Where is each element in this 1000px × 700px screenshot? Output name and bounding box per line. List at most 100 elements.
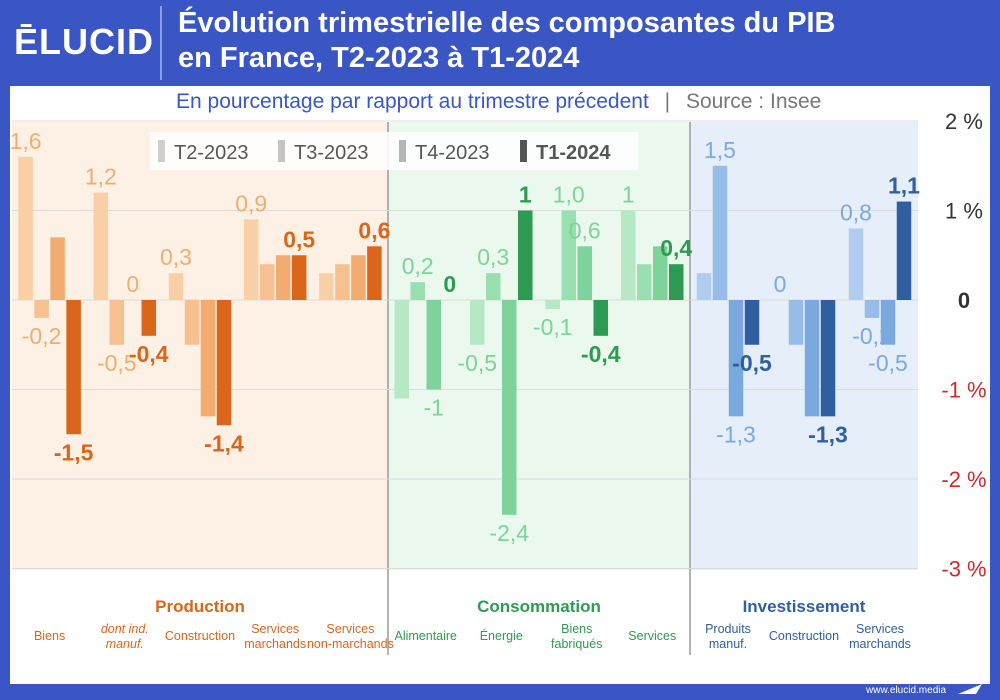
bar xyxy=(351,255,366,300)
data-label: -0,5 xyxy=(868,350,908,376)
data-label: 0,2 xyxy=(402,253,434,279)
data-label: -2,4 xyxy=(489,520,529,546)
elucid-mark-icon xyxy=(958,684,982,694)
bar xyxy=(593,300,608,336)
data-label: 0,3 xyxy=(160,244,192,270)
bar xyxy=(744,300,760,345)
category-label: Services xyxy=(628,629,676,643)
data-label: 1,5 xyxy=(704,137,736,163)
y-tick-label: -1 % xyxy=(941,378,986,403)
bar xyxy=(637,264,652,300)
header-divider xyxy=(160,6,162,80)
section-background-investissement xyxy=(690,122,918,570)
bar xyxy=(486,273,501,300)
data-label: -1,3 xyxy=(808,421,848,447)
category-label: Construction xyxy=(769,629,839,643)
bar xyxy=(621,210,636,300)
data-label: -0,5 xyxy=(457,350,497,376)
bar xyxy=(319,273,334,300)
bar xyxy=(545,300,560,309)
legend-label: T3-2023 xyxy=(294,142,369,164)
bar xyxy=(577,246,592,300)
data-label: 1 xyxy=(519,182,532,208)
bar xyxy=(243,219,259,300)
bar xyxy=(66,300,81,435)
bar xyxy=(367,246,382,300)
footer-url: www.elucid.media xyxy=(866,685,947,696)
bar xyxy=(184,300,200,345)
category-label: Énergie xyxy=(480,628,523,643)
data-label: 0,8 xyxy=(840,199,872,225)
bar xyxy=(50,237,65,300)
bar xyxy=(502,300,517,515)
bar xyxy=(880,300,896,345)
chart-title: Évolution trimestrielle des composantes … xyxy=(178,6,978,76)
bar xyxy=(216,300,232,426)
data-label: 0 xyxy=(443,271,456,297)
bar xyxy=(518,210,533,300)
bar xyxy=(410,282,425,300)
category-label: Construction xyxy=(165,629,235,643)
category-label: Biens xyxy=(34,629,65,643)
title-line-2: en France, T2-2023 à T1-2024 xyxy=(178,42,580,74)
data-label: 1,0 xyxy=(553,182,585,208)
category-label: dont ind. xyxy=(101,622,149,636)
data-label: -0,2 xyxy=(22,323,62,349)
bar xyxy=(109,300,125,345)
title-line-1: Évolution trimestrielle des composantes … xyxy=(178,7,836,39)
bar xyxy=(335,264,350,300)
bar xyxy=(275,255,291,300)
data-label: 1,2 xyxy=(85,164,117,190)
category-label: manuf. xyxy=(106,637,144,651)
legend-label: T4-2023 xyxy=(415,142,490,164)
legend-swatch xyxy=(278,140,285,162)
category-label: Biens xyxy=(561,622,592,636)
source-text: Source : Insee xyxy=(685,90,822,113)
category-label: Services xyxy=(856,622,904,636)
bar xyxy=(93,192,109,300)
group-label: Production xyxy=(155,597,245,616)
bar xyxy=(470,300,485,345)
data-label: 1,6 xyxy=(10,128,42,154)
data-label: 0,3 xyxy=(477,244,509,270)
bar xyxy=(259,264,275,300)
legend-box xyxy=(150,132,638,170)
group-label: Investissement xyxy=(743,597,866,616)
data-label: -0,5 xyxy=(97,350,137,376)
data-label: 0 xyxy=(774,271,787,297)
bar xyxy=(426,300,441,390)
category-label: non-marchands xyxy=(307,637,394,651)
bar xyxy=(788,300,804,345)
data-label: -1,5 xyxy=(54,439,94,465)
bar xyxy=(712,165,728,300)
data-label: 1 xyxy=(622,182,635,208)
category-label: manuf. xyxy=(709,637,747,651)
bar xyxy=(820,300,836,417)
data-label: 0,4 xyxy=(660,235,692,261)
bar xyxy=(728,300,744,417)
data-label: 1,1 xyxy=(888,173,920,199)
bar xyxy=(200,300,216,417)
subtitle-text: En pourcentage par rapport au trimestre … xyxy=(176,90,649,113)
category-label: Produits xyxy=(705,622,751,636)
data-label: 0 xyxy=(126,271,139,297)
category-label: Services xyxy=(251,622,299,636)
subtitle-separator: | xyxy=(664,90,671,113)
bar xyxy=(18,156,33,300)
elucid-logo: ĒLUCID xyxy=(14,21,154,62)
group-label: Consommation xyxy=(477,597,601,616)
category-label: Services xyxy=(326,622,374,636)
y-tick-label: 1 % xyxy=(945,199,983,224)
data-label: -1 xyxy=(424,395,444,421)
bar xyxy=(141,300,157,336)
bar xyxy=(561,210,576,300)
bar xyxy=(804,300,820,417)
bar xyxy=(864,300,880,318)
legend-swatch xyxy=(399,140,406,162)
category-label: Alimentaire xyxy=(394,629,457,643)
bar xyxy=(653,246,668,300)
category-label: marchands xyxy=(849,637,911,651)
data-label: -0,5 xyxy=(732,350,772,376)
bar xyxy=(896,201,912,300)
subtitle: En pourcentage par rapport au trimestre … xyxy=(176,90,821,114)
